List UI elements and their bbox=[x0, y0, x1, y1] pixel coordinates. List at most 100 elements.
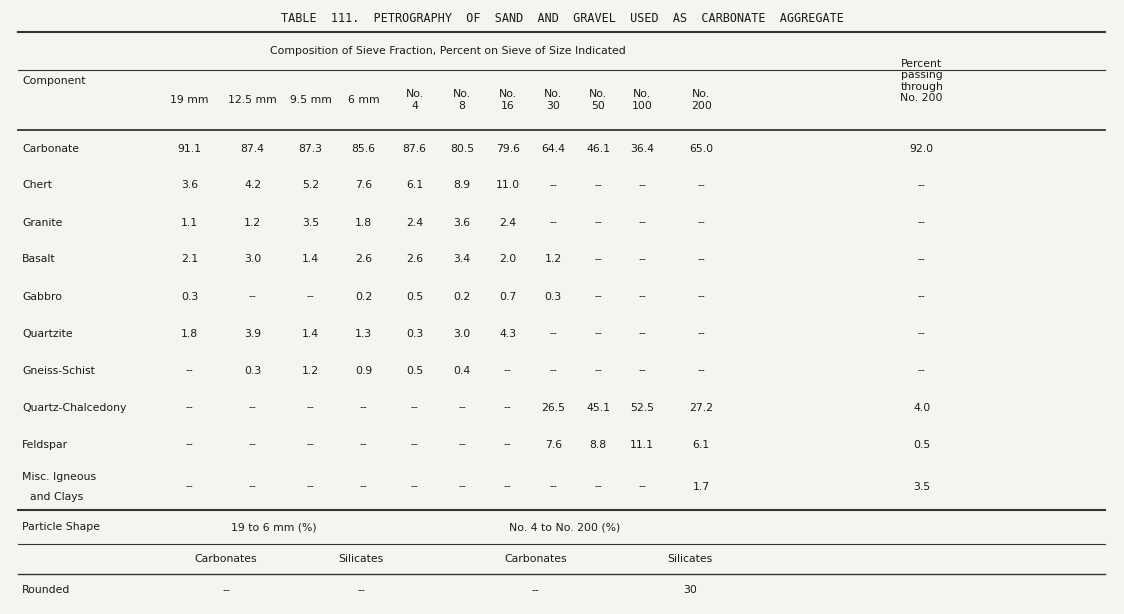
Text: --: -- bbox=[248, 292, 256, 301]
Text: 3.0: 3.0 bbox=[453, 328, 471, 338]
Text: 11.1: 11.1 bbox=[631, 440, 654, 449]
Text: --: -- bbox=[595, 328, 602, 338]
Text: 3.0: 3.0 bbox=[244, 254, 261, 265]
Text: --: -- bbox=[248, 481, 256, 491]
Text: 6.1: 6.1 bbox=[406, 181, 423, 190]
Text: 1.4: 1.4 bbox=[302, 254, 319, 265]
Text: --: -- bbox=[307, 403, 315, 413]
Text: 4.0: 4.0 bbox=[913, 403, 931, 413]
Text: 1.2: 1.2 bbox=[302, 365, 319, 376]
Text: 8.9: 8.9 bbox=[453, 181, 471, 190]
Text: --: -- bbox=[638, 181, 646, 190]
Text: 1.2: 1.2 bbox=[545, 254, 562, 265]
Text: --: -- bbox=[595, 254, 602, 265]
Text: and Clays: and Clays bbox=[30, 491, 83, 502]
Text: 64.4: 64.4 bbox=[542, 144, 565, 154]
Text: 9.5 mm: 9.5 mm bbox=[290, 95, 332, 105]
Text: --: -- bbox=[638, 328, 646, 338]
Text: --: -- bbox=[223, 585, 229, 595]
Text: Silicates: Silicates bbox=[668, 554, 713, 564]
Text: 92.0: 92.0 bbox=[909, 144, 934, 154]
Text: Gneiss-Schist: Gneiss-Schist bbox=[22, 365, 94, 376]
Text: 3.4: 3.4 bbox=[453, 254, 471, 265]
Text: --: -- bbox=[185, 365, 193, 376]
Text: Percent
passing
through
No. 200: Percent passing through No. 200 bbox=[900, 58, 943, 103]
Text: 52.5: 52.5 bbox=[631, 403, 654, 413]
Text: 45.1: 45.1 bbox=[587, 403, 610, 413]
Text: --: -- bbox=[550, 217, 558, 228]
Text: --: -- bbox=[697, 254, 705, 265]
Text: No. 4 to No. 200 (%): No. 4 to No. 200 (%) bbox=[509, 522, 620, 532]
Text: --: -- bbox=[595, 365, 602, 376]
Text: 30: 30 bbox=[683, 585, 697, 595]
Text: --: -- bbox=[504, 403, 511, 413]
Text: --: -- bbox=[697, 328, 705, 338]
Text: --: -- bbox=[595, 481, 602, 491]
Text: --: -- bbox=[360, 403, 368, 413]
Text: --: -- bbox=[550, 365, 558, 376]
Text: 2.0: 2.0 bbox=[499, 254, 516, 265]
Text: 26.5: 26.5 bbox=[542, 403, 565, 413]
Text: --: -- bbox=[357, 585, 365, 595]
Text: --: -- bbox=[410, 403, 418, 413]
Text: 0.3: 0.3 bbox=[244, 365, 261, 376]
Text: --: -- bbox=[248, 440, 256, 449]
Text: 2.4: 2.4 bbox=[406, 217, 423, 228]
Text: Gabbro: Gabbro bbox=[22, 292, 62, 301]
Text: No.
100: No. 100 bbox=[632, 89, 653, 111]
Text: Component: Component bbox=[22, 76, 85, 86]
Text: --: -- bbox=[457, 481, 465, 491]
Text: --: -- bbox=[918, 365, 925, 376]
Text: TABLE  111.  PETROGRAPHY  OF  SAND  AND  GRAVEL  USED  AS  CARBONATE  AGGREGATE: TABLE 111. PETROGRAPHY OF SAND AND GRAVE… bbox=[281, 12, 843, 25]
Text: 2.6: 2.6 bbox=[406, 254, 423, 265]
Text: --: -- bbox=[185, 481, 193, 491]
Text: --: -- bbox=[595, 217, 602, 228]
Text: --: -- bbox=[360, 481, 368, 491]
Text: Composition of Sieve Fraction, Percent on Sieve of Size Indicated: Composition of Sieve Fraction, Percent o… bbox=[271, 46, 626, 56]
Text: --: -- bbox=[638, 481, 646, 491]
Text: No.
16: No. 16 bbox=[499, 89, 517, 111]
Text: --: -- bbox=[457, 403, 465, 413]
Text: 0.4: 0.4 bbox=[453, 365, 471, 376]
Text: 1.1: 1.1 bbox=[181, 217, 198, 228]
Text: Granite: Granite bbox=[22, 217, 62, 228]
Text: 36.4: 36.4 bbox=[631, 144, 654, 154]
Text: 85.6: 85.6 bbox=[352, 144, 375, 154]
Text: No.
200: No. 200 bbox=[691, 89, 711, 111]
Text: 3.6: 3.6 bbox=[453, 217, 471, 228]
Text: Carbonate: Carbonate bbox=[22, 144, 79, 154]
Text: --: -- bbox=[918, 292, 925, 301]
Text: 0.3: 0.3 bbox=[181, 292, 198, 301]
Text: 0.9: 0.9 bbox=[355, 365, 372, 376]
Text: --: -- bbox=[360, 440, 368, 449]
Text: 4.2: 4.2 bbox=[244, 181, 261, 190]
Text: Carbonates: Carbonates bbox=[504, 554, 566, 564]
Text: --: -- bbox=[550, 181, 558, 190]
Text: 1.3: 1.3 bbox=[355, 328, 372, 338]
Text: --: -- bbox=[697, 365, 705, 376]
Text: 11.0: 11.0 bbox=[496, 181, 520, 190]
Text: Rounded: Rounded bbox=[22, 585, 71, 595]
Text: 12.5 mm: 12.5 mm bbox=[228, 95, 277, 105]
Text: 46.1: 46.1 bbox=[587, 144, 610, 154]
Text: Chert: Chert bbox=[22, 181, 52, 190]
Text: --: -- bbox=[918, 328, 925, 338]
Text: 3.5: 3.5 bbox=[302, 217, 319, 228]
Text: 0.2: 0.2 bbox=[355, 292, 372, 301]
Text: 80.5: 80.5 bbox=[450, 144, 474, 154]
Text: --: -- bbox=[307, 440, 315, 449]
Text: Carbonates: Carbonates bbox=[194, 554, 257, 564]
Text: Particle Shape: Particle Shape bbox=[22, 522, 100, 532]
Text: Quartz-Chalcedony: Quartz-Chalcedony bbox=[22, 403, 126, 413]
Text: --: -- bbox=[638, 365, 646, 376]
Text: 0.5: 0.5 bbox=[406, 365, 423, 376]
Text: No.
50: No. 50 bbox=[589, 89, 607, 111]
Text: --: -- bbox=[504, 365, 511, 376]
Text: --: -- bbox=[307, 481, 315, 491]
Text: --: -- bbox=[918, 217, 925, 228]
Text: 19 to 6 mm (%): 19 to 6 mm (%) bbox=[232, 522, 317, 532]
Text: --: -- bbox=[918, 254, 925, 265]
Text: --: -- bbox=[638, 292, 646, 301]
Text: 1.2: 1.2 bbox=[244, 217, 261, 228]
Text: 6.1: 6.1 bbox=[692, 440, 709, 449]
